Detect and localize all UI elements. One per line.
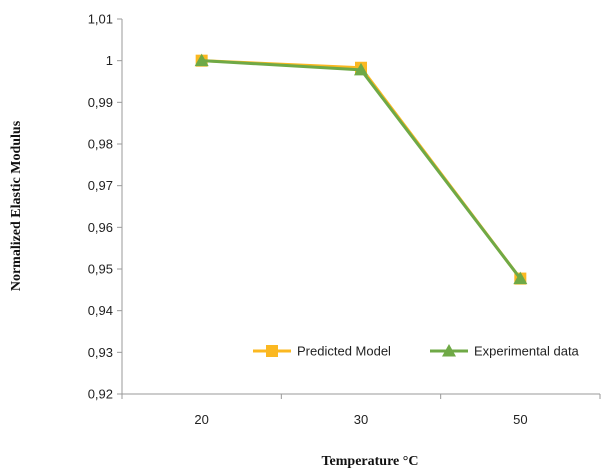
series-2-point [194,53,209,67]
y-tick-label: 0,95 [88,262,113,277]
x-tick-label: 50 [513,412,527,427]
series-2 [194,53,528,285]
y-tick-label: 0,97 [88,178,113,193]
series-2-point [354,62,368,76]
legend-item-1: Predicted Model [253,344,391,359]
series-1-line [201,59,522,280]
legend-item-2: Experimental data [430,344,580,359]
y-tick-label: 0,93 [88,345,113,360]
y-tick-label: 1,01 [88,12,113,27]
series-1 [195,54,527,285]
x-tick-label: 20 [194,412,208,427]
series-2-line [201,59,522,280]
x-axis: 20 30 50 [121,393,601,427]
legend: Predicted Model Experimental data [253,344,580,359]
y-tick-label: 0,96 [88,220,113,235]
legend-swatch-marker [442,344,456,357]
series-2-point [513,271,528,285]
x-tick-label: 30 [354,412,368,427]
legend-label: Experimental data [474,344,580,359]
y-tick-label: 0,92 [88,387,113,402]
y-tick-label: 1 [106,53,113,68]
legend-swatch-marker [266,345,278,357]
y-tick-label: 0,94 [88,303,113,318]
x-axis-title: Temperature °C [322,454,419,469]
legend-label: Predicted Model [297,344,391,359]
series-layer [194,53,528,285]
y-tick-label: 0,98 [88,137,113,152]
y-tick-label: 0,99 [88,95,113,110]
y-axis-title: Normalized Elastic Modulus [9,120,24,291]
y-axis: 1,01 1 0,99 0,98 0,97 0,96 0,95 0,94 0,93 0,92 [88,12,123,402]
